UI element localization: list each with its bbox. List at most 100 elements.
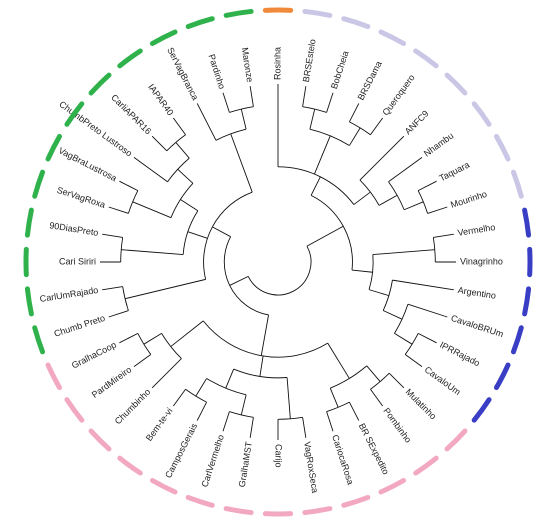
branch <box>151 135 168 152</box>
branch <box>124 278 206 300</box>
branch <box>404 201 424 211</box>
group-mark <box>341 494 371 508</box>
branch <box>327 342 350 379</box>
leaf-label: Rosinha <box>272 47 282 80</box>
branch <box>417 333 437 344</box>
leaf-label: CarliAPAR16 <box>109 92 153 136</box>
branch <box>170 320 204 347</box>
branch <box>388 157 423 183</box>
branch <box>151 358 182 389</box>
branch <box>119 180 139 191</box>
branch <box>310 176 321 196</box>
branch <box>229 275 249 286</box>
branch <box>230 133 253 193</box>
branch <box>180 199 199 212</box>
branch <box>132 201 172 219</box>
branch <box>173 388 186 407</box>
branch <box>119 333 139 344</box>
group-mark <box>494 133 511 162</box>
group-mark <box>185 494 215 508</box>
branch <box>433 233 454 238</box>
group-mark <box>302 506 333 516</box>
branch <box>372 249 435 255</box>
group-mark <box>494 362 511 391</box>
branch <box>306 225 344 247</box>
leaf-label: GralhaMST <box>237 440 254 488</box>
leaf-label: CarlUmRajado <box>39 285 99 304</box>
group-mark <box>149 478 178 495</box>
branch <box>427 206 448 214</box>
branch <box>368 289 389 297</box>
leaf-label: BRSDama <box>356 59 384 101</box>
group-mark <box>223 8 254 18</box>
leaf-label: Mourinho <box>449 189 488 210</box>
group-mark <box>64 397 85 423</box>
leaf-label: BobCheia <box>329 50 351 91</box>
group-mark <box>223 506 254 516</box>
leaf-label: CamposGerais <box>163 421 199 479</box>
branch <box>313 135 331 175</box>
leaf-label: Pombinho <box>381 406 413 445</box>
branch <box>329 388 339 408</box>
leaf-label: GralhaCoop <box>70 340 118 371</box>
leaf-label: VagBraLustrosa <box>57 145 118 183</box>
group-mark <box>64 101 85 127</box>
branch <box>177 168 194 184</box>
leaf-label: Vermelho <box>457 222 496 238</box>
branch <box>309 108 316 130</box>
leaf-label: Maronze <box>240 47 255 83</box>
group-mark <box>45 133 62 162</box>
group-mark <box>117 455 143 476</box>
branch <box>378 194 398 206</box>
branch <box>349 401 360 421</box>
branch <box>225 368 235 389</box>
leaf-label: BRSEstelo <box>301 38 318 83</box>
branch <box>359 135 405 181</box>
leaf-label: CariocaRosa <box>330 433 356 486</box>
group-mark <box>88 72 112 96</box>
branch <box>394 332 413 345</box>
group-mark <box>32 169 46 199</box>
group-mark <box>444 428 468 452</box>
branch <box>349 103 360 123</box>
branch <box>249 417 254 438</box>
branch <box>366 365 381 382</box>
branch-arc <box>247 245 312 296</box>
branch <box>133 157 168 183</box>
branch <box>388 372 405 389</box>
group-mark <box>522 286 532 317</box>
leaf-label: CavaloBRUm <box>450 313 505 339</box>
branch <box>392 279 454 291</box>
group-mark <box>444 72 468 96</box>
branch <box>353 191 371 205</box>
branch-arc <box>203 191 253 280</box>
leaf-label: Carijo <box>274 444 284 468</box>
branch <box>370 388 383 407</box>
group-mark <box>471 101 492 127</box>
group-mark <box>471 397 492 423</box>
branch <box>348 127 361 146</box>
branch <box>222 92 230 113</box>
branch <box>326 92 334 113</box>
branch <box>187 231 208 239</box>
leaf-label: Chumb Preto <box>53 313 107 339</box>
branch-arc <box>182 210 199 255</box>
branch <box>417 180 437 191</box>
branch <box>240 394 247 416</box>
leaf-label: Chumbinho <box>113 387 153 427</box>
branch <box>407 303 448 318</box>
group-mark <box>413 48 439 69</box>
group-mark <box>24 286 34 317</box>
leaf-label: SerVagRoxa <box>56 185 107 210</box>
leaf-label: CavaloUm <box>423 364 463 397</box>
leaf-label: Nhambu <box>422 130 455 158</box>
branch <box>195 378 208 397</box>
leaf-label: Taquara <box>438 160 472 184</box>
branch <box>196 103 217 141</box>
leaf-label: Cari Siriri <box>59 256 96 266</box>
leaf-label: Bem-te-vi <box>144 406 175 443</box>
group-mark <box>341 16 371 30</box>
branch <box>108 310 129 318</box>
